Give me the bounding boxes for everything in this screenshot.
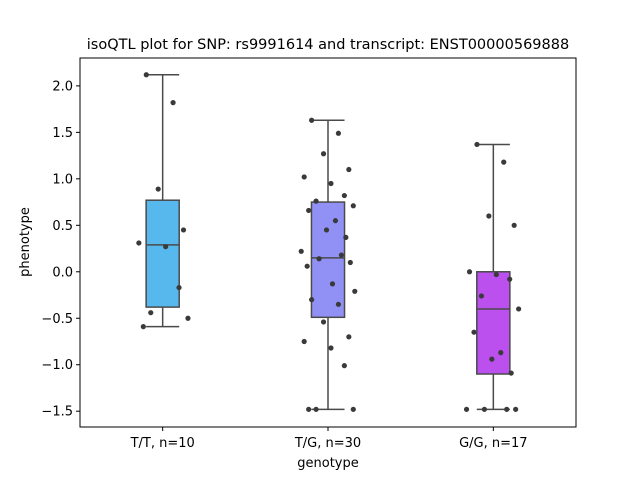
y-tick-label: 1.5: [52, 126, 73, 141]
data-point: [350, 203, 356, 209]
data-point: [341, 192, 347, 199]
data-point: [316, 256, 322, 262]
data-point: [474, 141, 480, 148]
data-point: [463, 406, 470, 412]
data-point: [486, 213, 492, 219]
x-axis: T/T, n=10 T/G, n=30 G/G, n=17: [130, 427, 528, 451]
data-point: [346, 166, 352, 173]
data-point: [320, 319, 327, 325]
data-point: [328, 180, 334, 187]
x-tick-label: G/G, n=17: [459, 436, 527, 451]
data-point: [513, 406, 519, 412]
x-tick-label: T/T, n=10: [130, 436, 195, 451]
y-tick-label: −1.0: [41, 358, 73, 373]
points-layer: [136, 72, 522, 412]
data-point: [298, 248, 304, 254]
data-point: [176, 284, 182, 291]
y-axis: 2.0 1.5 1.0 0.5 0.0 −0.5 −1.0 −1.5: [41, 79, 80, 420]
box-iqr: [476, 271, 511, 375]
y-tick-label: −0.5: [41, 312, 73, 327]
data-point: [346, 334, 352, 340]
data-point: [140, 324, 146, 330]
data-point: [136, 240, 142, 246]
data-point: [338, 252, 344, 258]
data-point: [343, 234, 349, 240]
y-tick-label: −1.5: [41, 405, 73, 420]
box-group: [310, 119, 346, 411]
data-point: [143, 72, 149, 78]
data-point: [507, 276, 513, 282]
y-tick-label: 2.0: [52, 79, 73, 94]
data-point: [309, 117, 315, 123]
data-point: [185, 315, 191, 321]
data-point: [301, 174, 307, 180]
data-point: [489, 356, 495, 362]
data-point: [341, 363, 347, 369]
data-point: [501, 159, 507, 165]
data-point: [498, 350, 504, 356]
data-point: [504, 406, 510, 412]
data-point: [516, 306, 522, 312]
y-axis-label: phenotype: [18, 207, 33, 277]
box-iqr: [310, 201, 346, 319]
data-point: [304, 263, 310, 269]
data-point: [332, 218, 339, 224]
data-point: [329, 281, 336, 287]
y-tick-label: 0.5: [52, 219, 73, 234]
boxes-layer: [145, 73, 511, 411]
data-point: [320, 151, 327, 157]
data-point: [148, 310, 154, 316]
data-point: [493, 271, 499, 278]
data-point: [155, 186, 161, 192]
data-point: [323, 227, 330, 233]
data-point: [301, 338, 307, 345]
x-tick-label: T/G, n=30: [294, 436, 361, 451]
data-point: [163, 244, 169, 250]
chart-title: isoQTL plot for SNP: rs9991614 and trans…: [87, 37, 569, 53]
data-point: [347, 259, 353, 266]
data-point: [170, 100, 176, 106]
box-group: [476, 143, 511, 411]
data-point: [508, 370, 514, 376]
data-point: [306, 207, 312, 214]
data-point: [309, 297, 315, 303]
data-point: [335, 301, 342, 307]
y-tick-label: 0.0: [52, 265, 73, 280]
data-point: [511, 222, 517, 228]
data-point: [481, 406, 488, 412]
data-point: [352, 288, 358, 294]
data-point: [328, 345, 334, 351]
y-tick-label: 1.0: [52, 172, 73, 187]
data-point: [313, 406, 319, 412]
data-point: [306, 406, 312, 412]
data-point: [471, 329, 477, 335]
x-axis-label: genotype: [297, 456, 358, 471]
data-point: [350, 406, 356, 412]
box-iqr: [145, 199, 180, 308]
data-point: [335, 130, 342, 136]
data-point: [478, 293, 485, 299]
data-point: [466, 269, 473, 275]
data-point: [313, 198, 319, 204]
box-group: [145, 73, 180, 328]
data-point: [180, 227, 187, 233]
